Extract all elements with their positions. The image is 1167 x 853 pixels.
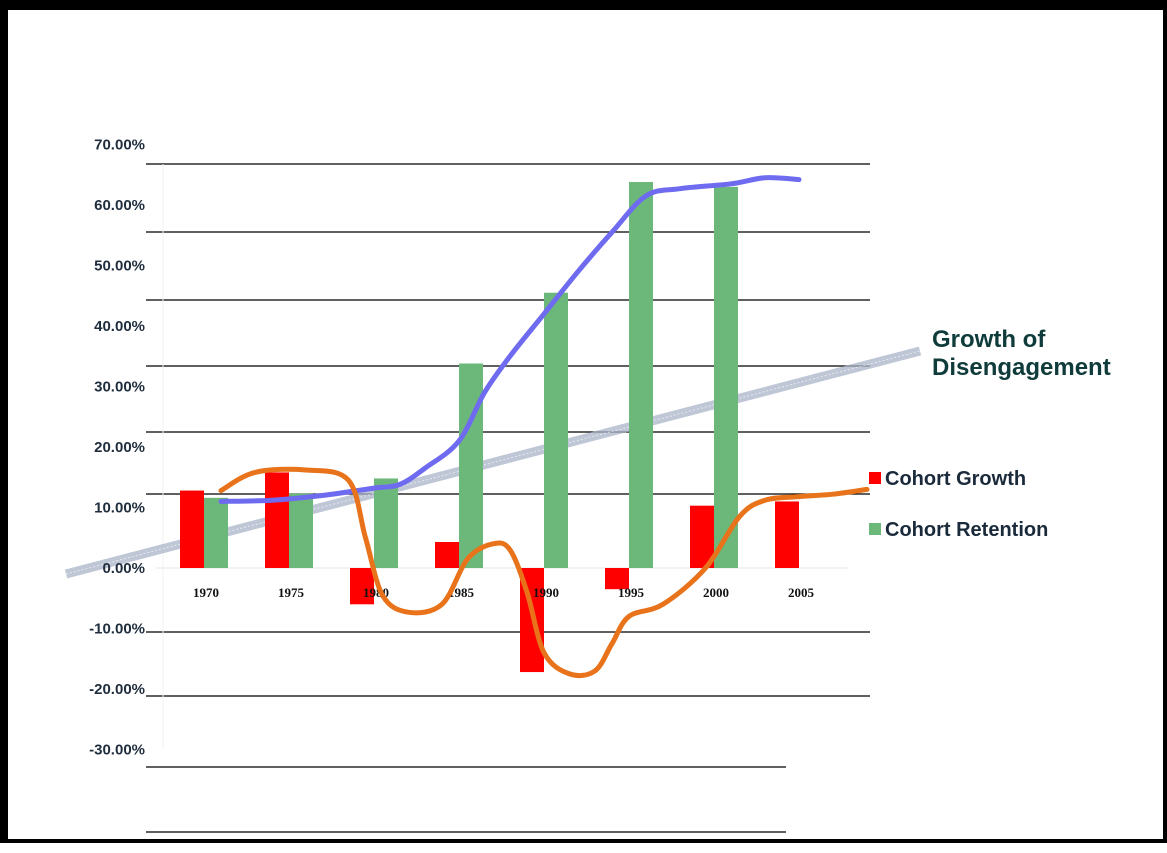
x-tick-label: 1970	[193, 585, 219, 600]
bar-cohort-retention-1985	[459, 363, 483, 568]
retention-trace	[218, 175, 802, 504]
y-axis-ticks: 70.00% 60.00% 50.00% 40.00% 30.00% 20.00% 10.0…	[89, 137, 145, 759]
legend: Cohort Growth Cohort Retention	[869, 468, 1048, 541]
bar-cohort-retention-1980	[374, 478, 398, 568]
annotation: Growth of Disengagement	[932, 326, 1111, 381]
bar-cohort-growth-1970	[180, 490, 204, 568]
y-tick-label: -30.00%	[89, 742, 145, 759]
bar-cohort-growth-1995	[605, 568, 629, 590]
legend-swatch-cohort-growth	[869, 472, 881, 484]
bar-cohort-growth-1975	[265, 472, 289, 568]
y-tick-label: 60.00%	[94, 197, 145, 214]
y-tick-label: -10.00%	[89, 621, 145, 638]
legend-label-cohort-retention: Cohort Retention	[885, 519, 1048, 541]
annotation-line-2: Disengagement	[932, 354, 1111, 381]
y-tick-label: 10.00%	[94, 500, 145, 517]
cohort-chart: 70.00% 60.00% 50.00% 40.00% 30.00% 20.00% 10.0…	[64, 137, 1111, 833]
bar-cohort-retention-2000	[714, 186, 738, 568]
bar-cohort-retention-1970	[204, 497, 228, 568]
x-tick-label: 1990	[533, 585, 559, 600]
y-tick-label: 20.00%	[94, 439, 145, 456]
legend-label-cohort-growth: Cohort Growth	[885, 468, 1026, 490]
bar-cohort-growth-1985	[435, 541, 459, 568]
growth-trace	[218, 466, 870, 679]
bar-cohort-retention-1975	[289, 493, 313, 568]
lower-gridlines	[146, 766, 786, 833]
bar-cohort-growth-2000	[690, 505, 714, 568]
y-tick-label: 0.00%	[102, 560, 145, 577]
y-tick-label: 70.00%	[94, 137, 145, 154]
x-tick-label: 2005	[788, 585, 815, 600]
hand-drawn-traces	[218, 175, 870, 679]
y-tick-label: 30.00%	[94, 379, 145, 396]
trend-band-texture	[65, 350, 921, 575]
x-tick-label: 1995	[618, 585, 645, 600]
annotation-line-1: Growth of	[932, 326, 1046, 353]
x-axis-ticks: 1970 1975 1980 1985 1990 1995 2000 2005	[193, 585, 815, 600]
x-tick-label: 1975	[278, 585, 305, 600]
y-tick-label: -20.00%	[89, 681, 145, 698]
bar-cohort-retention-1995	[629, 182, 653, 568]
bar-cohort-growth-1980	[350, 568, 374, 605]
bar-cohort-retention-1990	[544, 292, 568, 568]
x-tick-label: 2000	[703, 585, 729, 600]
bar-cohort-growth-2005	[775, 501, 799, 568]
y-tick-label: 50.00%	[94, 258, 145, 275]
y-tick-label: 40.00%	[94, 318, 145, 335]
legend-swatch-cohort-retention	[869, 523, 881, 535]
bars	[180, 182, 799, 673]
